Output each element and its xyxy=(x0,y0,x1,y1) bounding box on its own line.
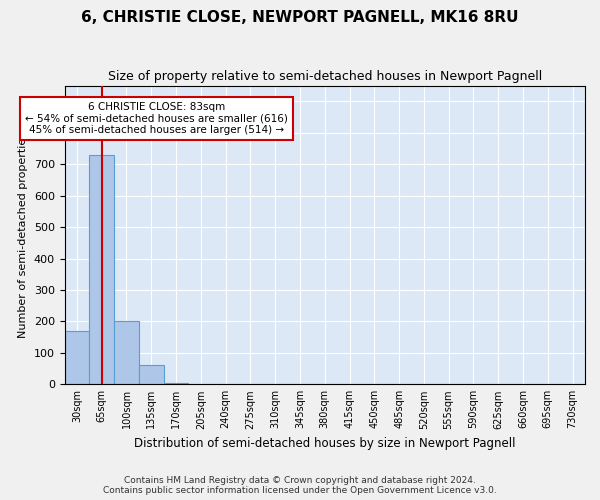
Bar xyxy=(89,154,114,384)
X-axis label: Distribution of semi-detached houses by size in Newport Pagnell: Distribution of semi-detached houses by … xyxy=(134,437,515,450)
Bar xyxy=(139,366,164,384)
Bar xyxy=(114,322,139,384)
Bar xyxy=(65,331,89,384)
Bar xyxy=(164,382,188,384)
Title: Size of property relative to semi-detached houses in Newport Pagnell: Size of property relative to semi-detach… xyxy=(107,70,542,83)
Text: 6, CHRISTIE CLOSE, NEWPORT PAGNELL, MK16 8RU: 6, CHRISTIE CLOSE, NEWPORT PAGNELL, MK16… xyxy=(81,10,519,25)
Text: 6 CHRISTIE CLOSE: 83sqm
← 54% of semi-detached houses are smaller (616)
45% of s: 6 CHRISTIE CLOSE: 83sqm ← 54% of semi-de… xyxy=(25,102,287,135)
Y-axis label: Number of semi-detached properties: Number of semi-detached properties xyxy=(18,132,28,338)
Text: Contains HM Land Registry data © Crown copyright and database right 2024.
Contai: Contains HM Land Registry data © Crown c… xyxy=(103,476,497,495)
